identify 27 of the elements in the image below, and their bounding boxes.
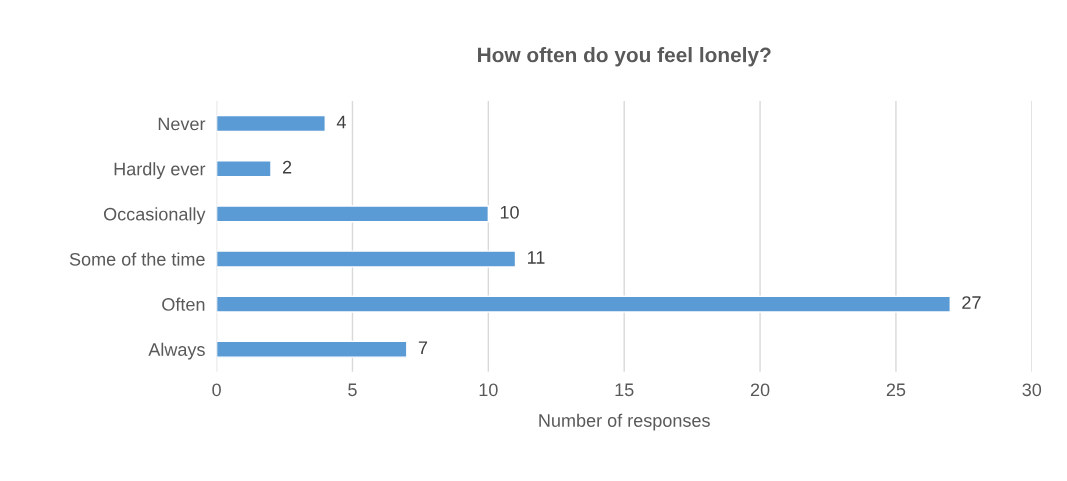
data-label: 7	[418, 341, 428, 354]
x-tick-label: 15	[615, 383, 634, 397]
bar	[216, 250, 517, 268]
chart-title: How often do you feel lonely?	[478, 47, 771, 67]
y-tick-label: Some of the time	[69, 252, 205, 266]
x-tick-label: 0	[212, 383, 221, 397]
bar	[216, 160, 272, 178]
data-label: 2	[282, 160, 292, 174]
y-tick-label: Occasionally	[103, 207, 206, 225]
bar	[216, 114, 326, 133]
x-axis-title: Number of responses	[539, 413, 710, 431]
bar	[216, 205, 490, 223]
bar	[216, 340, 408, 358]
x-tick-label: 5	[348, 383, 357, 397]
y-tick-label: Hardly ever	[114, 162, 206, 179]
y-tick-label: Always	[148, 342, 205, 360]
x-tick-label: 20	[750, 383, 770, 397]
data-label: 11	[527, 251, 545, 264]
data-label: 27	[962, 296, 981, 309]
x-tick-label: 10	[479, 383, 498, 397]
data-label: 10	[500, 205, 519, 219]
y-tick-label: Often	[162, 297, 205, 311]
x-tick-label: 30	[1022, 383, 1042, 397]
data-label: 4	[336, 115, 346, 129]
y-tick-label: Never	[158, 117, 206, 131]
x-tick-label: 25	[886, 383, 906, 397]
bar	[216, 295, 951, 313]
